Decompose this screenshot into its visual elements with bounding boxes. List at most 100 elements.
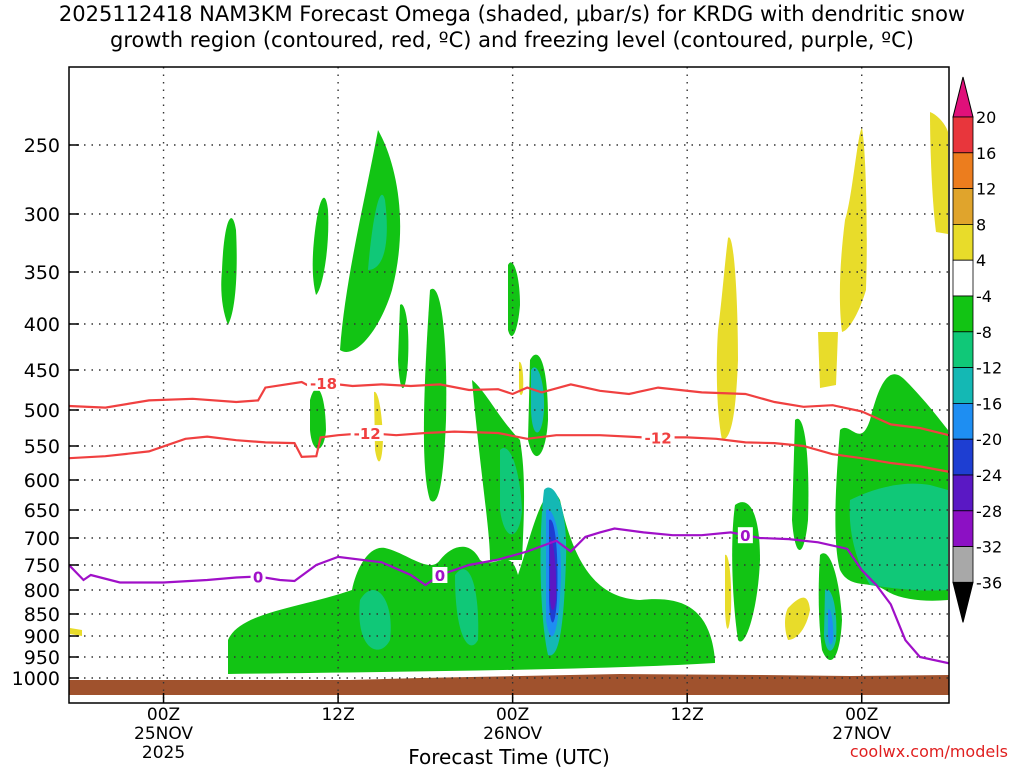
omega-region-green [398, 304, 409, 389]
x-tick-label: 26NOV [483, 724, 542, 744]
contour-label-background [307, 374, 341, 391]
colorbar-label: -32 [976, 538, 1002, 557]
y-tick-label: 800 [24, 580, 60, 602]
y-tick-label: 550 [24, 436, 60, 458]
x-tick-label: 27NOV [832, 724, 891, 744]
colorbar-arrow-top [952, 76, 974, 118]
colorbar-label: -24 [976, 466, 1002, 485]
omega-region-yellow [930, 112, 948, 234]
omega-region-yellow [70, 628, 82, 636]
y-tick-label: 700 [24, 528, 60, 550]
terrain-strip [69, 674, 949, 695]
colorbar-band [952, 188, 974, 225]
omega-region-yellow [839, 128, 867, 332]
y-tick-label: 650 [24, 500, 60, 522]
x-tick-label: 2025 [142, 743, 185, 763]
omega-region-green [732, 502, 760, 642]
contour-label-background [432, 567, 448, 583]
colorbar-band [952, 331, 974, 368]
colorbar-band [952, 223, 974, 261]
plot-frame [68, 66, 950, 704]
omega-region-teal [500, 448, 522, 535]
y-axis: 2503003504004505005506006507007508008509… [12, 135, 79, 690]
isotherm-line [69, 380, 949, 437]
colorbar-label: 4 [976, 251, 986, 270]
omega-region-green [310, 388, 326, 449]
omega-region-green [359, 589, 391, 650]
colorbar-label: 20 [976, 108, 996, 127]
omega-region-teal [368, 194, 387, 270]
omega-region-yellow [785, 597, 810, 640]
y-tick-label: 900 [24, 626, 60, 648]
colorbar-label: -8 [976, 323, 992, 342]
omega-region-teal [849, 483, 948, 591]
colorbar-band [952, 367, 974, 404]
y-tick-label: 250 [24, 135, 60, 157]
colorbar-label: -36 [976, 573, 1002, 592]
x-tick-label: 00Z [147, 705, 180, 725]
colorbar-label: -28 [976, 502, 1002, 521]
x-tick-label: 00Z [496, 705, 529, 725]
colorbar-label: -4 [976, 287, 992, 306]
contour-label: 0 [435, 567, 445, 585]
contour-label: 0 [740, 527, 750, 545]
isotherm-lines: -18 -12 -12 0 0 0 [69, 374, 949, 665]
y-tick-label: 600 [24, 470, 60, 492]
colorbar-band [952, 510, 974, 547]
contour-label-background [250, 568, 266, 585]
x-axis-label: Forecast Time (UTC) [408, 745, 610, 768]
colorbar-band [952, 402, 974, 440]
colorbar-band [952, 438, 974, 476]
omega-region-yellow [725, 554, 732, 629]
y-tick-label: 400 [24, 314, 60, 336]
isotherm-line [69, 527, 949, 665]
colorbar-band [952, 474, 974, 512]
omega-region-green [340, 130, 401, 352]
x-tick-label: 12Z [671, 705, 704, 725]
colorbar-label: -12 [976, 359, 1002, 378]
y-tick-label: 450 [24, 360, 60, 382]
contour-label: 0 [253, 569, 263, 587]
colorbar-label: -16 [976, 394, 1002, 413]
contour-label: -12 [645, 429, 672, 447]
credit-text: coolwx.com/models [850, 742, 1008, 761]
x-tick-label: 25NOV [134, 724, 193, 744]
gridlines [69, 67, 949, 703]
omega-region-yellow [818, 332, 838, 388]
omega-region-green [221, 218, 237, 325]
omega-region-green [792, 418, 809, 550]
colorbar-label: -20 [976, 430, 1002, 449]
colorbar: 20 16 12 8 4 -4 -8 -12 -16 -20 -24 -28 -32 -36 [952, 76, 1002, 623]
colorbar-band [952, 152, 974, 190]
colorbar-band [952, 295, 974, 333]
contour-label: -12 [354, 425, 381, 443]
contour-label-background [350, 425, 384, 442]
omega-shading [70, 112, 948, 674]
colorbar-band [952, 546, 974, 583]
chart-title-line1: 2025112418 NAM3KM Forecast Omega (shaded… [58, 2, 966, 26]
omega-region-green [508, 262, 520, 336]
colorbar-arrow-bottom [952, 581, 974, 623]
contour-label: -18 [310, 375, 337, 393]
x-tick-label: 00Z [845, 705, 878, 725]
omega-region-green [423, 288, 447, 502]
omega-region-green [455, 569, 479, 646]
colorbar-band [952, 116, 974, 154]
isotherm-line [69, 430, 949, 473]
y-tick-label: 1000 [12, 668, 60, 690]
x-tick-label: 12Z [321, 705, 354, 725]
chart-title-line2: growth region (contoured, red, ºC) and f… [110, 28, 914, 52]
colorbar-band [952, 259, 974, 297]
omega-region-violet [550, 539, 557, 611]
omega-region-yellow [716, 237, 738, 440]
omega-region-teal [531, 367, 545, 433]
y-tick-label: 750 [24, 555, 60, 577]
y-tick-label: 500 [24, 400, 60, 422]
colorbar-label: 16 [976, 144, 996, 163]
y-tick-label: 950 [24, 647, 60, 669]
colorbar-label: 8 [976, 215, 986, 234]
y-tick-label: 350 [24, 262, 60, 284]
contour-label-background [641, 429, 675, 446]
